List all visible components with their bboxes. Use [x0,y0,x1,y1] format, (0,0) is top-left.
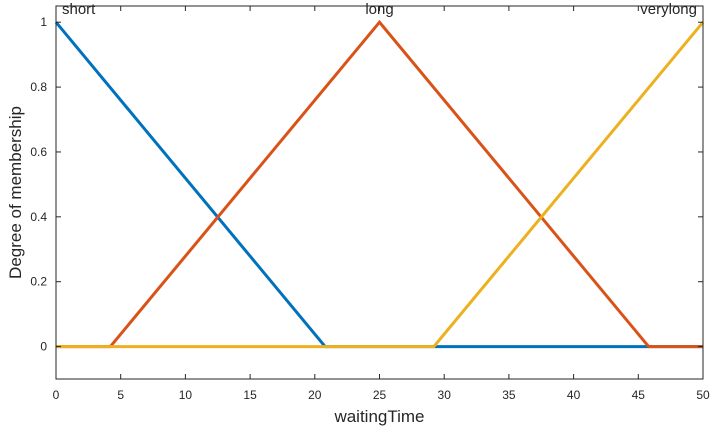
tick-layer: 0 5 10 15 20 25 30 35 40 45 50 0 0.2 0.4 0.6 0.8 1 [30,6,710,402]
y-tick-label: 0.8 [30,80,47,94]
x-tick-label: 15 [243,388,257,402]
series-line-verylong [56,21,705,349]
x-tick-label: 0 [53,388,60,402]
plot-area [56,6,703,379]
y-tick-label: 0.4 [30,210,47,224]
y-axis-label: Degree of membership [6,106,25,279]
y-tick-label: 1 [40,15,47,29]
x-tick-label: 45 [632,388,646,402]
x-tick-label: 5 [117,388,124,402]
membership-label-short: short [62,1,96,18]
x-tick-label: 30 [438,388,452,402]
x-tick-label: 35 [502,388,516,402]
membership-label-verylong: verylong [640,1,697,18]
x-tick-label: 20 [308,388,322,402]
x-tick-label: 10 [179,388,193,402]
series-layer [54,19,705,349]
y-tick-label: 0.6 [30,145,47,159]
y-tick-label: 0 [40,340,47,354]
x-axis-label: waitingTime [333,407,424,426]
x-tick-label: 25 [373,388,387,402]
y-tick-label: 0.2 [30,275,47,289]
membership-label-layer: short long verylong [62,1,697,18]
x-tick-label: 40 [567,388,581,402]
x-tick-label: 50 [696,388,710,402]
